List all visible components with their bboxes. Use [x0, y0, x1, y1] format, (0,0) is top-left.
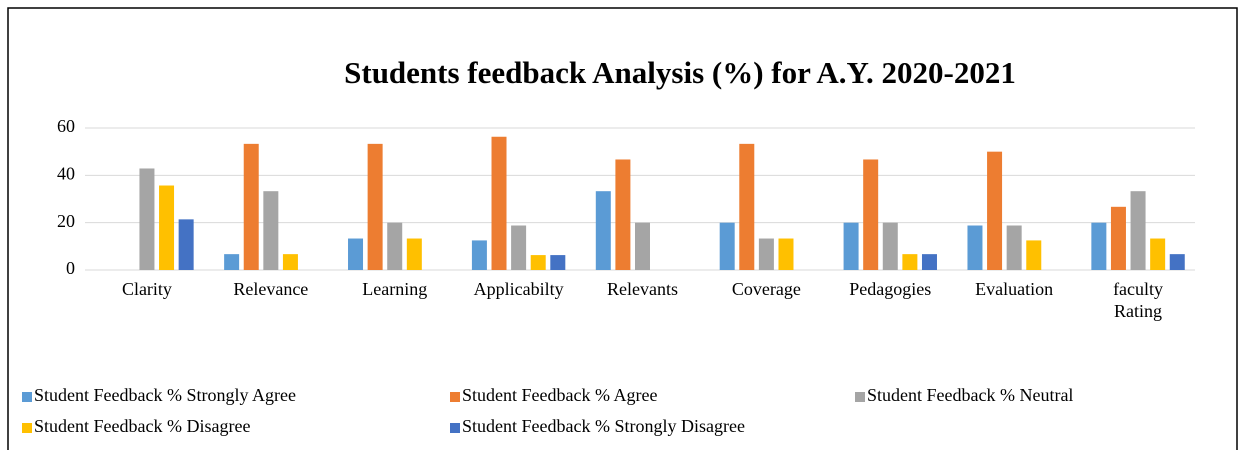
chart-title: Students feedback Analysis (%) for A.Y. …: [344, 55, 1016, 90]
bar: [1110, 206, 1126, 270]
legend-label: Student Feedback % Agree: [462, 385, 657, 405]
bar: [1150, 238, 1166, 270]
y-tick-label: 0: [66, 258, 75, 278]
bar: [1091, 222, 1107, 270]
bar: [595, 191, 611, 270]
bar: [263, 191, 279, 270]
bar: [530, 255, 546, 270]
bar: [550, 255, 566, 270]
y-tick-label: 20: [57, 211, 75, 231]
bar: [635, 222, 650, 270]
bar: [1006, 225, 1022, 270]
legend-label: Student Feedback % Disagree: [34, 416, 250, 436]
bar: [863, 159, 879, 270]
legend-swatch: [450, 423, 460, 433]
bar: [921, 254, 937, 270]
bar: [987, 151, 1003, 270]
bar: [224, 254, 240, 270]
x-tick-label: Clarity: [122, 279, 172, 299]
x-tick-label: Relevance: [233, 279, 308, 299]
legend-label: Student Feedback % Neutral: [867, 385, 1073, 405]
chart-border: [7, 7, 1238, 450]
x-tick-label: Applicabilty: [474, 279, 564, 299]
x-tick-label: Learning: [362, 279, 427, 299]
bar: [778, 238, 794, 270]
bar: [471, 240, 487, 270]
bar: [843, 222, 859, 270]
bar: [615, 159, 631, 270]
bar: [758, 238, 774, 270]
legend-swatch: [22, 392, 32, 402]
bar: [882, 222, 898, 270]
x-tick-label: faculty Rating: [1113, 279, 1163, 321]
bar: [406, 238, 422, 270]
bar: [1026, 240, 1042, 270]
bar: [243, 143, 259, 270]
bar: [719, 222, 735, 270]
x-tick-label: Relevants: [607, 279, 678, 299]
y-tick-label: 40: [57, 163, 75, 183]
bar: [348, 238, 364, 270]
legend-label: Student Feedback % Strongly Agree: [34, 385, 296, 405]
legend-label: Student Feedback % Strongly Disagree: [462, 416, 745, 436]
legend-swatch: [450, 392, 460, 402]
bar: [159, 185, 175, 270]
x-tick-label: Evaluation: [975, 279, 1053, 299]
x-tick-label: Pedagogies: [849, 279, 931, 299]
bar: [139, 168, 155, 270]
bar: [491, 136, 507, 270]
x-tick-label: Coverage: [732, 279, 801, 299]
bar: [1169, 254, 1185, 270]
bar: [739, 143, 755, 270]
bar: [967, 225, 983, 270]
bar: [387, 222, 403, 270]
bar: [902, 254, 918, 270]
bar: [178, 219, 194, 270]
bar: [282, 254, 298, 270]
y-tick-label: 60: [57, 116, 75, 136]
legend-swatch: [22, 423, 32, 433]
bar: [367, 143, 383, 270]
legend-swatch: [855, 392, 865, 402]
bar: [511, 225, 527, 270]
bar: [1130, 191, 1146, 270]
